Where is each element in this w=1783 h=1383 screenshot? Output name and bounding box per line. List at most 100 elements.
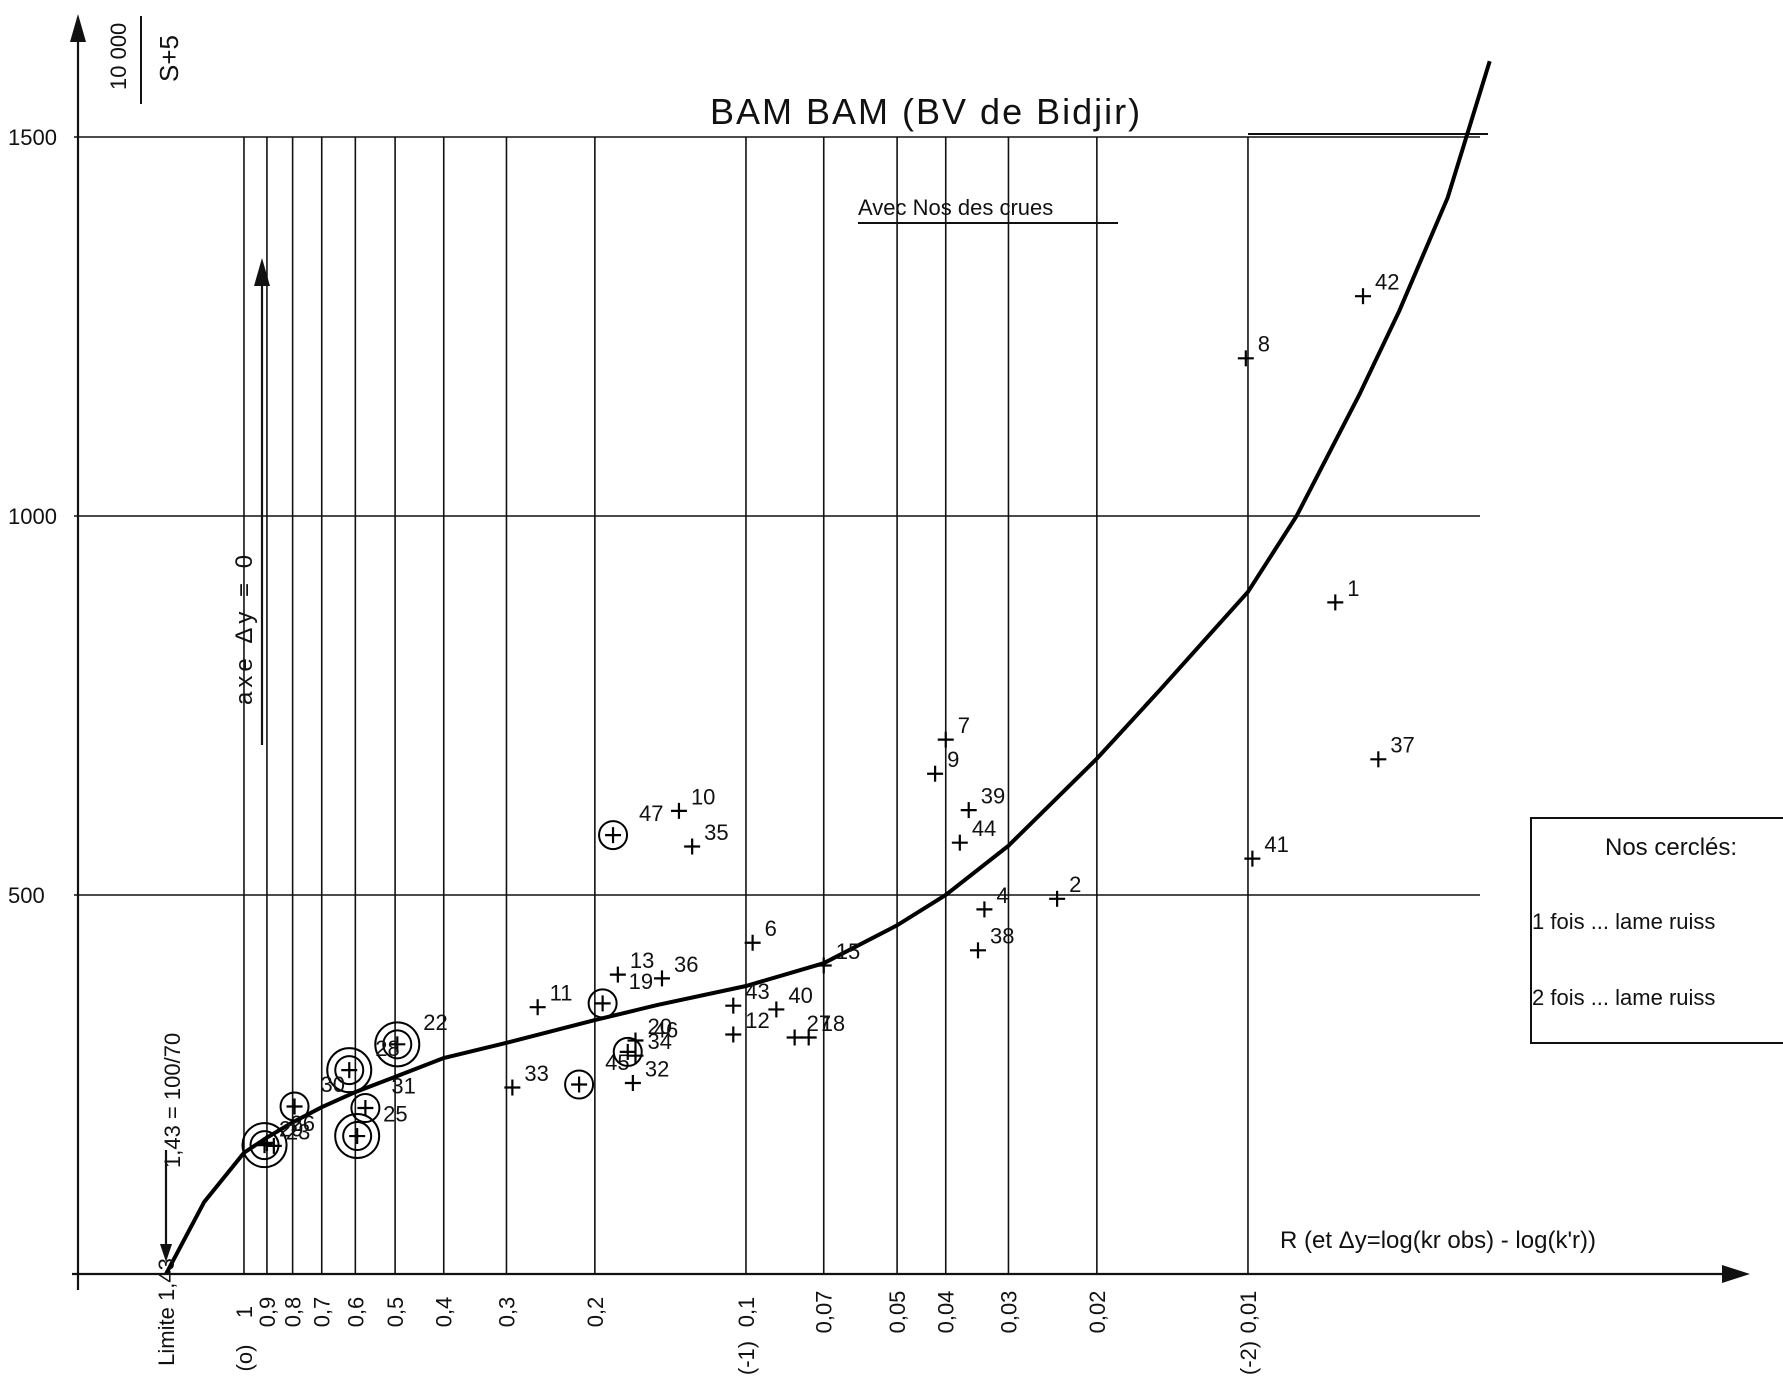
y-axis-label-bottom: S+5	[154, 35, 184, 82]
point-19-ring-1	[587, 988, 618, 1019]
point-label-35: 35	[704, 820, 728, 845]
y-tick-label-1000: 1000	[8, 504, 57, 529]
point-4: 4	[976, 883, 1009, 918]
labels-layer: 500 1000 1500 Limite 1,43 10,9 0,8 0,7 0,6 0,5 0,…	[8, 125, 1261, 1375]
x-tick-label-7: 0,4	[432, 1297, 457, 1328]
point-label-10: 10	[691, 784, 715, 809]
x-tick-label-14: 0,03	[996, 1291, 1021, 1334]
point-label-25: 25	[383, 1102, 407, 1127]
chart-title: BAM BAM (BV de Bidjir)	[710, 91, 1142, 132]
legend-box	[1530, 817, 1783, 1044]
x-axis-label: R (et Δy=log(kr obs) - log(k'r))	[1280, 1227, 1596, 1254]
point-26: 26	[241, 1111, 315, 1169]
point-label-47: 47	[639, 801, 663, 826]
x-axis-arrow	[1722, 1265, 1750, 1283]
x-tick-label-12: 0,05	[885, 1291, 910, 1334]
axes-layer	[70, 14, 1750, 1290]
point-label-6: 6	[765, 916, 777, 941]
point-25: 25	[334, 1102, 408, 1160]
point-label-32: 32	[645, 1056, 669, 1081]
grid-layer	[74, 136, 1480, 1274]
x-tick-label-5: 0,6	[343, 1297, 368, 1328]
point-label-11: 11	[550, 981, 573, 1006]
point-9: 9	[927, 747, 959, 782]
point-label-7: 7	[958, 713, 970, 738]
point-38: 38	[969, 924, 1014, 959]
point-33: 33	[504, 1061, 549, 1096]
point-label-2: 2	[1069, 872, 1081, 897]
point-label-18: 18	[821, 1011, 845, 1036]
point-30-ring-1	[279, 1091, 310, 1122]
point-label-31: 31	[391, 1074, 415, 1099]
point-35: 35	[684, 820, 729, 855]
x-tick-label-16: 0,01	[1236, 1291, 1261, 1334]
x-tick-label-13: 0,04	[934, 1291, 959, 1334]
point-45-ring-1	[564, 1069, 595, 1100]
point-label-33: 33	[524, 1061, 548, 1086]
point-27: 27	[786, 1011, 831, 1046]
point-label-19: 19	[629, 969, 653, 994]
point-47-ring-1	[598, 820, 629, 851]
chart-subtitle: Avec Nos des crues	[858, 195, 1053, 220]
point-label-12: 12	[745, 1008, 769, 1033]
point-46-ring-1	[612, 1036, 643, 1067]
point-label-4: 4	[996, 883, 1008, 908]
legend-title: Nos cerclés:	[1605, 834, 1737, 861]
x-tick-label-1: 1	[232, 1306, 257, 1318]
point-43: 43	[725, 979, 770, 1014]
point-46: 46	[612, 1018, 678, 1067]
curve-layer	[164, 60, 1492, 1275]
x-tick-label-4: 0,7	[310, 1297, 335, 1328]
point-39: 39	[960, 784, 1005, 819]
curve-gamma	[164, 60, 1492, 1275]
point-45: 45	[564, 1050, 630, 1100]
point-label-27: 27	[807, 1011, 831, 1036]
point-25-ring-1	[342, 1121, 373, 1152]
point-36: 36	[653, 952, 698, 987]
point-2: 2	[1049, 872, 1081, 907]
x-tick-label-10: 0,1	[734, 1297, 759, 1328]
point-28-ring-1	[334, 1055, 365, 1086]
x-tick-label-15: 0,02	[1085, 1291, 1110, 1334]
point-label-26: 26	[291, 1111, 315, 1136]
point-44: 44	[951, 816, 996, 851]
point-32: 32	[624, 1056, 669, 1091]
point-label-20: 20	[647, 1014, 671, 1039]
point-31: 31	[350, 1074, 416, 1123]
point-8: 8	[1237, 332, 1270, 367]
point-28: 28	[326, 1036, 400, 1094]
point-23: 23	[265, 1119, 310, 1154]
limit-annotation: 1,43 = 100/70	[160, 1033, 185, 1168]
limit-arrow-head	[160, 1244, 172, 1262]
legend-item-1: 1 fois ... lame ruiss	[1532, 909, 1715, 934]
point-label-37: 37	[1390, 733, 1414, 758]
point-label-15: 15	[836, 939, 860, 964]
x-secondary-tick-0: (o)	[232, 1345, 257, 1372]
point-12: 12	[725, 1008, 770, 1043]
y-tick-label-1500: 1500	[8, 125, 57, 150]
x-tick-label-6: 0,5	[383, 1297, 408, 1328]
point-22-ring-1	[382, 1029, 413, 1060]
x-tick-label-11: 0,07	[812, 1291, 837, 1334]
point-11: 11	[529, 981, 573, 1016]
point-31-ring-1	[350, 1092, 381, 1123]
point-22: 22	[374, 1010, 448, 1068]
x-tick-label-2: 0,9	[255, 1297, 280, 1328]
point-1: 1	[1327, 576, 1360, 611]
legend-item-2: 2 fois ... lame ruiss	[1532, 985, 1715, 1010]
point-28-ring-2	[326, 1047, 373, 1094]
point-label-40: 40	[788, 983, 812, 1008]
y-axis-label-top: 10 000	[106, 23, 131, 90]
point-label-13: 13	[630, 948, 654, 973]
point-label-41: 41	[1264, 832, 1288, 857]
point-label-34: 34	[647, 1029, 671, 1054]
point-13: 13	[609, 948, 654, 983]
point-label-23: 23	[286, 1119, 310, 1144]
point-label-39: 39	[981, 784, 1005, 809]
point-15: 15	[815, 939, 860, 974]
point-18: 18	[800, 1011, 845, 1046]
x-tick-label-9: 0,2	[583, 1297, 608, 1328]
point-30: 30	[279, 1072, 345, 1122]
x-tick-label-8: 0,3	[494, 1297, 519, 1328]
